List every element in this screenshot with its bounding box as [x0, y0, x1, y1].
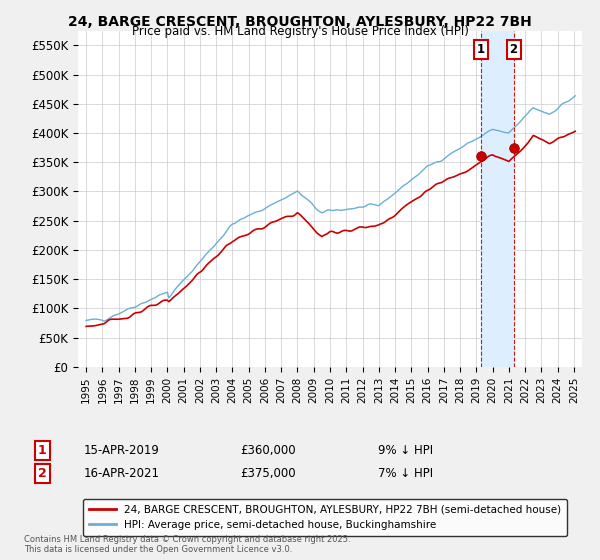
Text: £360,000: £360,000	[240, 444, 296, 458]
Text: 16-APR-2021: 16-APR-2021	[84, 466, 160, 480]
Text: Contains HM Land Registry data © Crown copyright and database right 2025.
This d: Contains HM Land Registry data © Crown c…	[24, 535, 350, 554]
Text: 9% ↓ HPI: 9% ↓ HPI	[378, 444, 433, 458]
Text: 2: 2	[38, 466, 46, 480]
Legend: 24, BARGE CRESCENT, BROUGHTON, AYLESBURY, HP22 7BH (semi-detached house), HPI: A: 24, BARGE CRESCENT, BROUGHTON, AYLESBURY…	[83, 498, 567, 536]
Text: Price paid vs. HM Land Registry's House Price Index (HPI): Price paid vs. HM Land Registry's House …	[131, 25, 469, 38]
Text: 1: 1	[38, 444, 46, 458]
Text: 24, BARGE CRESCENT, BROUGHTON, AYLESBURY, HP22 7BH: 24, BARGE CRESCENT, BROUGHTON, AYLESBURY…	[68, 15, 532, 29]
Text: 1: 1	[477, 43, 485, 55]
Text: £375,000: £375,000	[240, 466, 296, 480]
Text: 15-APR-2019: 15-APR-2019	[84, 444, 160, 458]
Text: 2: 2	[509, 43, 518, 55]
Bar	[481, 31, 514, 367]
Text: 7% ↓ HPI: 7% ↓ HPI	[378, 466, 433, 480]
